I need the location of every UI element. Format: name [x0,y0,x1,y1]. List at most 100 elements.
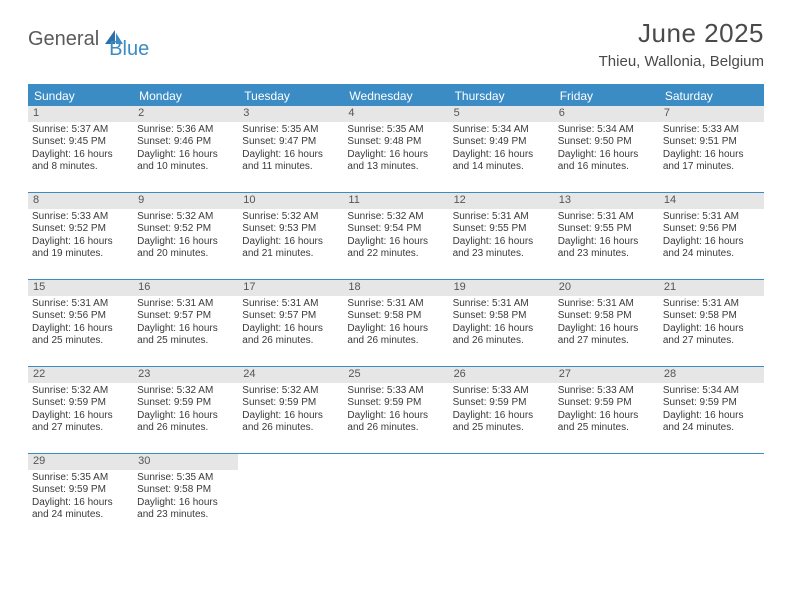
day-number: 30 [133,454,238,470]
day-cell: 23Sunrise: 5:32 AMSunset: 9:59 PMDayligh… [133,367,238,453]
day-body: Sunrise: 5:35 AMSunset: 9:48 PMDaylight:… [343,122,448,178]
day-number: 9 [133,193,238,209]
day-cell: 25Sunrise: 5:33 AMSunset: 9:59 PMDayligh… [343,367,448,453]
sunrise-line: Sunrise: 5:37 AM [32,124,129,137]
week-row: 1Sunrise: 5:37 AMSunset: 9:45 PMDaylight… [28,106,764,193]
day-number: 1 [28,106,133,122]
day-body: Sunrise: 5:33 AMSunset: 9:51 PMDaylight:… [659,122,764,178]
day-cell: 16Sunrise: 5:31 AMSunset: 9:57 PMDayligh… [133,280,238,366]
day-number: 13 [554,193,659,209]
empty-cell [343,454,448,540]
day-number: 22 [28,367,133,383]
day-cell: 1 Sunrise: 5:37 AMSunset: 9:45 PMDaylight… [28,106,133,192]
sunrise-line: Sunrise: 5:31 AM [347,298,444,311]
day-body: Sunrise: 5:32 AMSunset: 9:53 PMDaylight:… [238,209,343,265]
daylight-line: Daylight: 16 hours and 27 minutes. [558,323,655,348]
day-cell: 9Sunrise: 5:32 AMSunset: 9:52 PMDaylight… [133,193,238,279]
daylight-line: Daylight: 16 hours and 26 minutes. [137,410,234,435]
day-body: Sunrise: 5:36 AMSunset: 9:46 PMDaylight:… [133,122,238,178]
day-body: Sunrise: 5:34 AMSunset: 9:49 PMDaylight:… [449,122,554,178]
weekday-header: Tuesday [238,86,343,106]
daylight-line: Daylight: 16 hours and 11 minutes. [242,149,339,174]
weekday-header: Saturday [659,86,764,106]
sunrise-line: Sunrise: 5:32 AM [32,385,129,398]
day-body: Sunrise: 5:31 AMSunset: 9:55 PMDaylight:… [449,209,554,265]
sunset-line: Sunset: 9:50 PM [558,136,655,149]
day-number: 23 [133,367,238,383]
day-body: Sunrise: 5:32 AMSunset: 9:59 PMDaylight:… [28,383,133,439]
sunrise-line: Sunrise: 5:34 AM [558,124,655,137]
day-cell: 13Sunrise: 5:31 AMSunset: 9:55 PMDayligh… [554,193,659,279]
sunrise-line: Sunrise: 5:33 AM [32,211,129,224]
day-body: Sunrise: 5:33 AMSunset: 9:59 PMDaylight:… [343,383,448,439]
sunrise-line: Sunrise: 5:31 AM [137,298,234,311]
sunrise-line: Sunrise: 5:35 AM [242,124,339,137]
daylight-line: Daylight: 16 hours and 10 minutes. [137,149,234,174]
empty-cell [238,454,343,540]
day-number: 16 [133,280,238,296]
sunset-line: Sunset: 9:59 PM [663,397,760,410]
day-body: Sunrise: 5:31 AMSunset: 9:58 PMDaylight:… [449,296,554,352]
sunset-line: Sunset: 9:49 PM [453,136,550,149]
sunset-line: Sunset: 9:52 PM [32,223,129,236]
day-cell: 6Sunrise: 5:34 AMSunset: 9:50 PMDaylight… [554,106,659,192]
day-number: 21 [659,280,764,296]
daylight-line: Daylight: 16 hours and 22 minutes. [347,236,444,261]
day-cell: 20Sunrise: 5:31 AMSunset: 9:58 PMDayligh… [554,280,659,366]
weekday-header: Sunday [28,86,133,106]
day-cell: 24Sunrise: 5:32 AMSunset: 9:59 PMDayligh… [238,367,343,453]
day-number: 11 [343,193,448,209]
sunset-line: Sunset: 9:58 PM [453,310,550,323]
day-body: Sunrise: 5:31 AMSunset: 9:58 PMDaylight:… [343,296,448,352]
sunset-line: Sunset: 9:59 PM [347,397,444,410]
day-number: 3 [238,106,343,122]
header: General Blue June 2025 Thieu, Wallonia, … [0,0,792,76]
logo-text-blue: Blue [109,38,149,61]
day-body: Sunrise: 5:31 AMSunset: 9:58 PMDaylight:… [554,296,659,352]
daylight-line: Daylight: 16 hours and 17 minutes. [663,149,760,174]
sunrise-line: Sunrise: 5:32 AM [137,211,234,224]
sunset-line: Sunset: 9:58 PM [663,310,760,323]
sunrise-line: Sunrise: 5:32 AM [137,385,234,398]
sunset-line: Sunset: 9:58 PM [137,484,234,497]
week-row: 8Sunrise: 5:33 AMSunset: 9:52 PMDaylight… [28,193,764,280]
weeks-container: 1Sunrise: 5:37 AMSunset: 9:45 PMDaylight… [28,106,764,540]
sunset-line: Sunset: 9:51 PM [663,136,760,149]
day-number: 5 [449,106,554,122]
sunrise-line: Sunrise: 5:33 AM [453,385,550,398]
day-cell: 8Sunrise: 5:33 AMSunset: 9:52 PMDaylight… [28,193,133,279]
sunset-line: Sunset: 9:45 PM [32,136,129,149]
daylight-line: Daylight: 16 hours and 27 minutes. [32,410,129,435]
daylight-line: Daylight: 16 hours and 8 minutes. [32,149,129,174]
daylight-line: Daylight: 16 hours and 26 minutes. [347,323,444,348]
sunset-line: Sunset: 9:57 PM [242,310,339,323]
daylight-line: Daylight: 16 hours and 13 minutes. [347,149,444,174]
day-number: 12 [449,193,554,209]
sunrise-line: Sunrise: 5:31 AM [242,298,339,311]
sunset-line: Sunset: 9:54 PM [347,223,444,236]
daylight-line: Daylight: 16 hours and 26 minutes. [453,323,550,348]
day-body: Sunrise: 5:33 AMSunset: 9:52 PMDaylight:… [28,209,133,265]
sunrise-line: Sunrise: 5:31 AM [453,211,550,224]
day-number: 10 [238,193,343,209]
day-body: Sunrise: 5:35 AMSunset: 9:58 PMDaylight:… [133,470,238,526]
day-number: 25 [343,367,448,383]
sunset-line: Sunset: 9:55 PM [558,223,655,236]
day-number: 29 [28,454,133,470]
sunset-line: Sunset: 9:59 PM [558,397,655,410]
sunset-line: Sunset: 9:58 PM [558,310,655,323]
sunset-line: Sunset: 9:56 PM [663,223,760,236]
day-number: 17 [238,280,343,296]
day-body: Sunrise: 5:31 AMSunset: 9:56 PMDaylight:… [659,209,764,265]
day-number: 28 [659,367,764,383]
sunrise-line: Sunrise: 5:36 AM [137,124,234,137]
daylight-line: Daylight: 16 hours and 23 minutes. [558,236,655,261]
day-number: 7 [659,106,764,122]
day-number: 26 [449,367,554,383]
week-row: 29Sunrise: 5:35 AMSunset: 9:59 PMDayligh… [28,454,764,540]
day-body: Sunrise: 5:31 AMSunset: 9:57 PMDaylight:… [238,296,343,352]
day-number: 27 [554,367,659,383]
day-cell: 29Sunrise: 5:35 AMSunset: 9:59 PMDayligh… [28,454,133,540]
calendar: SundayMondayTuesdayWednesdayThursdayFrid… [28,84,764,540]
day-cell: 3Sunrise: 5:35 AMSunset: 9:47 PMDaylight… [238,106,343,192]
